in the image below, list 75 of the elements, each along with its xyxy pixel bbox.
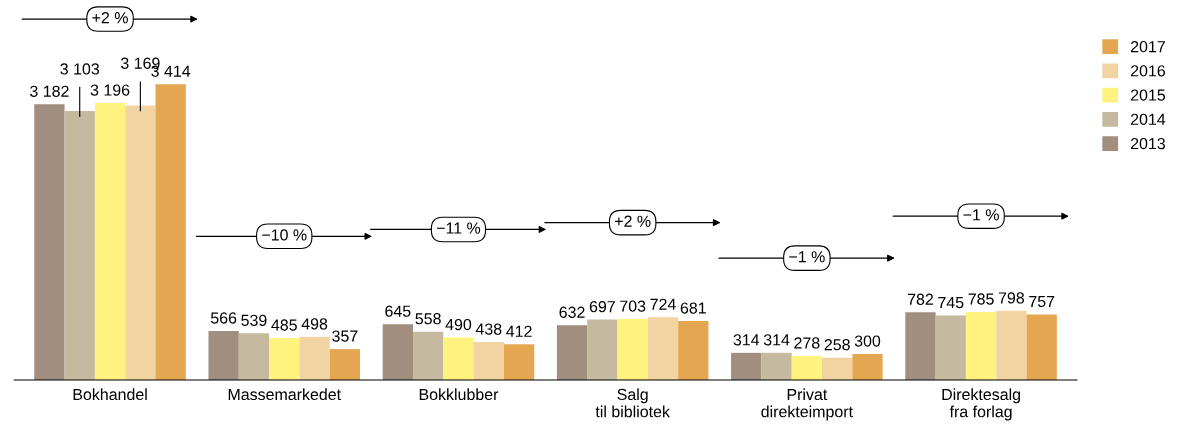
x-tick-label: Privat direkteimport bbox=[761, 388, 853, 421]
bar bbox=[299, 336, 330, 381]
bar bbox=[208, 330, 239, 381]
bar bbox=[935, 315, 966, 381]
data-label: 558 bbox=[415, 313, 441, 325]
data-label: 412 bbox=[506, 325, 532, 337]
bar bbox=[905, 312, 936, 381]
bar bbox=[822, 357, 853, 381]
bar bbox=[64, 111, 95, 381]
bar bbox=[269, 338, 300, 381]
legend-label: 2013 bbox=[1130, 137, 1165, 150]
bar bbox=[731, 352, 762, 381]
annotation: −11 % bbox=[436, 222, 481, 234]
bar bbox=[329, 349, 361, 381]
x-tick-label: Salg til bibliotek bbox=[595, 388, 670, 418]
x-tick-label: Bokhandel bbox=[73, 388, 147, 401]
data-label: 357 bbox=[332, 330, 358, 342]
legend-label: 2016 bbox=[1130, 65, 1165, 77]
x-tick-label: Massemarkedet bbox=[228, 388, 341, 401]
text: +2 % bbox=[92, 12, 128, 24]
bar bbox=[382, 324, 413, 381]
bar bbox=[852, 354, 883, 381]
x-tick-label: Direktesalg fra forlag bbox=[942, 388, 1020, 421]
bar bbox=[473, 342, 504, 381]
bar bbox=[155, 84, 186, 381]
data-label: 300 bbox=[854, 335, 881, 347]
data-label: 745 bbox=[938, 297, 964, 309]
data-label: 258 bbox=[824, 339, 850, 351]
legend-label: 2014 bbox=[1130, 113, 1166, 125]
bar bbox=[94, 103, 126, 381]
bar bbox=[443, 337, 474, 381]
data-label: 681 bbox=[680, 302, 706, 314]
data-label: 498 bbox=[301, 318, 328, 330]
data-label: 697 bbox=[589, 300, 615, 313]
data-label: 3 196 bbox=[90, 84, 130, 96]
data-label: 438 bbox=[475, 323, 502, 335]
data-label: 566 bbox=[210, 312, 237, 324]
data-label: 757 bbox=[1029, 295, 1055, 308]
annotation: +2 % bbox=[615, 215, 651, 227]
bar bbox=[996, 310, 1027, 381]
data-label: 278 bbox=[794, 337, 820, 349]
data-label: 645 bbox=[385, 305, 411, 317]
data-label: 3 182 bbox=[30, 85, 69, 97]
bar bbox=[761, 352, 792, 381]
annotation: −1 % bbox=[789, 251, 825, 263]
data-label: 3 103 bbox=[60, 63, 100, 75]
bar bbox=[125, 105, 156, 381]
legend-label: 2017 bbox=[1130, 40, 1165, 53]
data-label: 724 bbox=[650, 298, 676, 310]
bar bbox=[556, 325, 588, 381]
bar bbox=[587, 319, 618, 381]
bar bbox=[617, 319, 648, 381]
annotation: −10 % bbox=[262, 229, 307, 241]
bar bbox=[647, 317, 679, 381]
data-label: 314 bbox=[763, 334, 790, 346]
bar bbox=[238, 333, 270, 381]
bar bbox=[965, 312, 997, 381]
bar bbox=[678, 321, 709, 381]
data-label: 314 bbox=[733, 334, 760, 346]
bar bbox=[791, 355, 823, 381]
bar bbox=[503, 344, 535, 381]
bar bbox=[34, 104, 65, 381]
x-tick-label: Bokklubber bbox=[419, 388, 499, 401]
legend-label: 2015 bbox=[1130, 89, 1166, 101]
data-label: 490 bbox=[445, 318, 472, 331]
bar bbox=[412, 331, 444, 381]
bar bbox=[1026, 314, 1057, 381]
data-label: 539 bbox=[241, 314, 267, 326]
data-label: 485 bbox=[271, 319, 297, 331]
data-label: 703 bbox=[620, 300, 646, 312]
data-label: 798 bbox=[998, 292, 1025, 304]
annotation: −1 % bbox=[963, 209, 999, 221]
data-label: 632 bbox=[559, 306, 585, 318]
data-label: 782 bbox=[907, 293, 933, 305]
data-label: 785 bbox=[968, 293, 994, 305]
